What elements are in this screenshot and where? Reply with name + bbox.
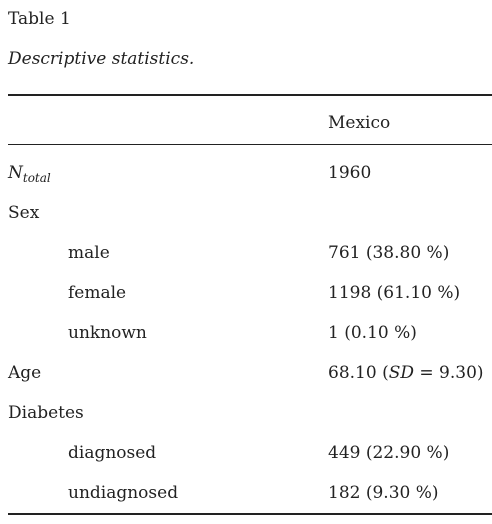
bottom-rule xyxy=(8,513,492,515)
row-label-age: Age xyxy=(8,363,42,383)
row-value-male: 761 (38.80 %) xyxy=(328,243,450,263)
table-row-undiagnosed: undiagnosed 182 (9.30 %) xyxy=(0,482,492,522)
top-rule xyxy=(8,94,492,96)
table-row-age: Age 68.10 (SD = 9.30) xyxy=(0,362,492,402)
row-value-diagnosed: 449 (22.90 %) xyxy=(328,443,450,463)
row-label-n-total: Ntotal xyxy=(8,162,51,185)
table-row-n-total: Ntotal 1960 xyxy=(0,162,492,202)
row-value-age: 68.10 (SD = 9.30) xyxy=(328,362,484,384)
table-caption: Descriptive statistics. xyxy=(8,49,195,69)
table-row-diabetes: Diabetes xyxy=(0,402,492,442)
column-header-mexico: Mexico xyxy=(328,113,391,133)
n-subscript: total xyxy=(22,171,51,185)
row-label-female: female xyxy=(68,283,127,303)
row-value-undiagnosed: 182 (9.30 %) xyxy=(328,483,439,503)
row-label-diabetes: Diabetes xyxy=(8,403,84,423)
n-symbol: N xyxy=(8,163,23,183)
row-label-sex: Sex xyxy=(8,203,40,223)
row-label-undiagnosed: undiagnosed xyxy=(68,483,179,503)
table-row-unknown: unknown 1 (0.10 %) xyxy=(0,322,492,362)
age-value-suffix: = 9.30) xyxy=(414,363,484,383)
age-value-prefix: 68.10 ( xyxy=(328,363,389,383)
age-sd-symbol: SD xyxy=(388,363,414,383)
row-label-male: male xyxy=(68,243,110,263)
table-label: Table 1 xyxy=(8,9,71,29)
header-rule xyxy=(8,144,492,145)
row-label-unknown: unknown xyxy=(68,323,147,343)
table-row-diagnosed: diagnosed 449 (22.90 %) xyxy=(0,442,492,482)
row-value-n-total: 1960 xyxy=(328,163,372,183)
row-value-unknown: 1 (0.10 %) xyxy=(328,323,417,343)
row-label-diagnosed: diagnosed xyxy=(68,443,157,463)
table-row-sex: Sex xyxy=(0,202,492,242)
table-row-male: male 761 (38.80 %) xyxy=(0,242,492,282)
table-row-female: female 1198 (61.10 %) xyxy=(0,282,492,322)
row-value-female: 1198 (61.10 %) xyxy=(328,283,461,303)
